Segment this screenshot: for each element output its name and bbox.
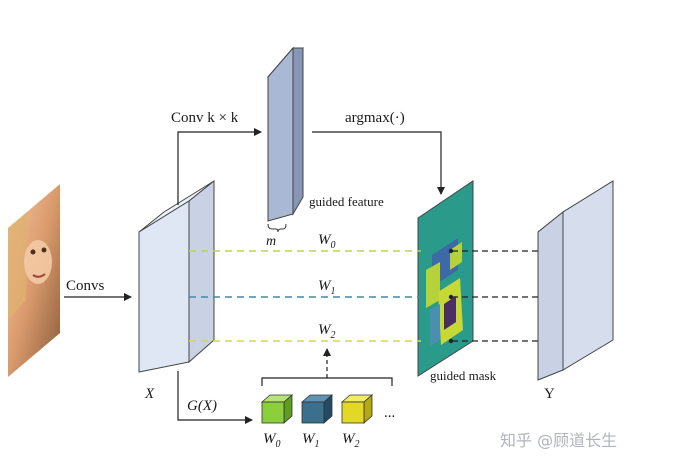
- kernel-label-w2: W2: [342, 431, 360, 450]
- guided-feature-label: guided feature: [309, 194, 384, 209]
- gx-path: [177, 371, 253, 424]
- m-label: m: [266, 234, 276, 249]
- guided-feature-map: [266, 46, 305, 222]
- kernel-cube-w2: [340, 394, 374, 424]
- mask-point-1: [448, 294, 454, 300]
- kernel-ellipsis: ...: [384, 405, 395, 421]
- feature-block-x: [138, 179, 215, 373]
- input-image: [8, 184, 60, 377]
- mask-point-0: [448, 248, 454, 254]
- w1-label: W1: [318, 278, 336, 297]
- argmax-path: [312, 131, 445, 195]
- m-brace: [267, 223, 287, 233]
- argmax-label: argmax(·): [345, 110, 405, 126]
- kernel-cube-w0: [260, 394, 294, 424]
- y-label: Y: [544, 386, 555, 402]
- w2-label: W2: [318, 322, 336, 341]
- watermark: 知乎 @顾道长生: [500, 431, 617, 450]
- mask-point-2: [448, 338, 454, 344]
- x-label: X: [144, 386, 155, 402]
- convs-label: Convs: [66, 278, 105, 294]
- guided-mask-label: guided mask: [430, 368, 497, 383]
- conv-k-path: [177, 128, 262, 205]
- conv-k-label: Conv k × k: [171, 110, 239, 126]
- kernel-label-w1: W1: [302, 431, 320, 450]
- guided-mask: [417, 180, 474, 377]
- gx-label: G(X): [187, 398, 217, 414]
- output-block-y: [537, 180, 614, 381]
- w0-label: W0: [318, 232, 336, 251]
- kernel-cube-w1: [300, 394, 334, 424]
- kernel-bracket: [261, 377, 393, 386]
- kernel-label-w0: W0: [263, 431, 281, 450]
